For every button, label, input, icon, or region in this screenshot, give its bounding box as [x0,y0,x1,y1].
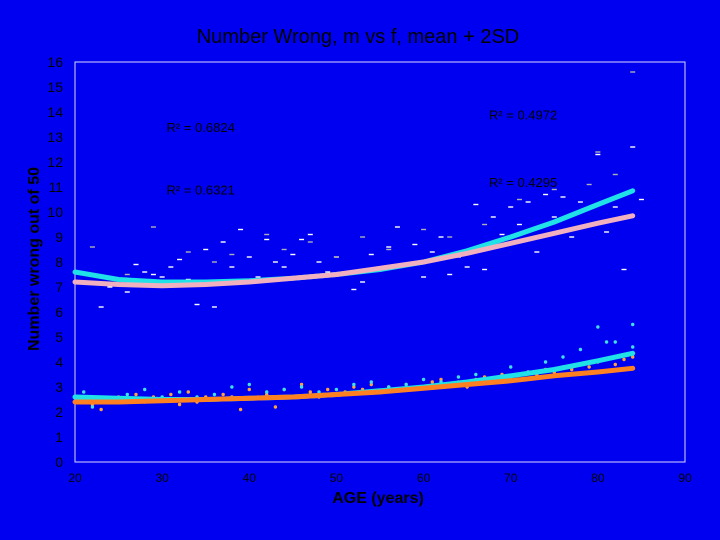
x-tick-label: 90 [678,471,692,485]
y-tick-label: 3 [55,379,63,395]
y-tick-label: 1 [55,429,63,445]
data-point [317,390,321,394]
r-squared-label: R² = 0.4295 [489,175,557,190]
y-tick-label: 0 [55,454,63,470]
y-axis-label: Number wrong out of 50 [26,167,43,351]
data-point [273,405,278,409]
x-tick-label: 30 [155,471,169,485]
data-point [299,385,304,389]
data-point [613,362,617,367]
data-point [369,380,373,384]
data-point [247,382,251,387]
data-point [430,380,434,384]
trend-line [72,365,636,405]
y-tick-label: 9 [55,229,63,245]
data-point [308,390,312,394]
y-tick-label: 7 [55,279,63,295]
y-tick-label: 10 [47,204,63,220]
r-squared-label: R² = 0.4972 [489,108,557,123]
data-point [631,345,635,349]
data-point [474,372,478,377]
x-tick-label: 80 [591,471,605,485]
x-tick-label: 50 [330,471,344,485]
data-point [265,390,269,394]
data-point [352,382,356,387]
data-point [543,360,548,364]
trend-lines [72,188,636,405]
data-point [622,357,626,362]
x-tick-label: 20 [68,471,82,485]
r-squared-label: R² = 0.6321 [167,183,235,198]
x-tick-label: 60 [417,471,431,485]
r-squared-label: R² = 0.6824 [167,120,235,135]
y-tick-label: 16 [47,54,63,70]
trend-line [72,213,636,289]
data-point [143,387,147,392]
data-point [404,382,408,387]
data-point [604,340,609,344]
data-point [169,392,173,397]
x-tick-label: 40 [243,471,257,485]
data-point [439,377,443,382]
data-point [282,387,286,392]
data-point [509,365,513,369]
y-tick-label: 14 [47,104,63,120]
y-tick-label: 5 [55,329,63,345]
data-point [587,365,591,369]
x-axis-label: AGE (years) [332,490,424,507]
annotations: R² = 0.6824 R² = 0.4972 R² = 0.6321 R² = 0.… [167,108,558,198]
y-tick-label: 13 [47,129,63,145]
data-point [90,405,95,409]
data-point [326,387,330,392]
data-point [369,382,373,387]
data-point [230,385,234,389]
data-point [177,390,182,394]
data-point [186,390,190,394]
data-point [212,392,217,397]
data-point [247,387,251,392]
data-point [221,392,225,397]
y-tick-label: 15 [47,79,63,95]
y-tick-label: 11 [48,179,63,195]
data-point [352,385,356,389]
data-point [596,325,600,329]
data-point [299,382,304,387]
data-point [631,322,635,327]
y-tick-label: 4 [55,354,63,370]
y-tick-label: 6 [55,304,63,320]
plot-area [74,61,686,463]
data-point [631,355,635,359]
data-point [561,355,565,359]
data-point [125,392,129,397]
data-point [613,340,617,344]
y-tick-label: 8 [55,254,63,270]
data-point [238,407,243,412]
data-point [578,347,583,352]
y-tick-label: 2 [55,404,63,420]
y-tick-label: 12 [47,154,63,170]
data-point [177,402,182,407]
data-point [134,392,138,397]
data-point [99,407,103,412]
data-point [82,390,86,394]
chart-title: Number Wrong, m vs f, mean + 2SD [197,26,520,48]
x-tick-label: 70 [504,471,518,485]
data-point [456,375,461,379]
data-point [421,377,426,382]
data-point [334,387,339,392]
